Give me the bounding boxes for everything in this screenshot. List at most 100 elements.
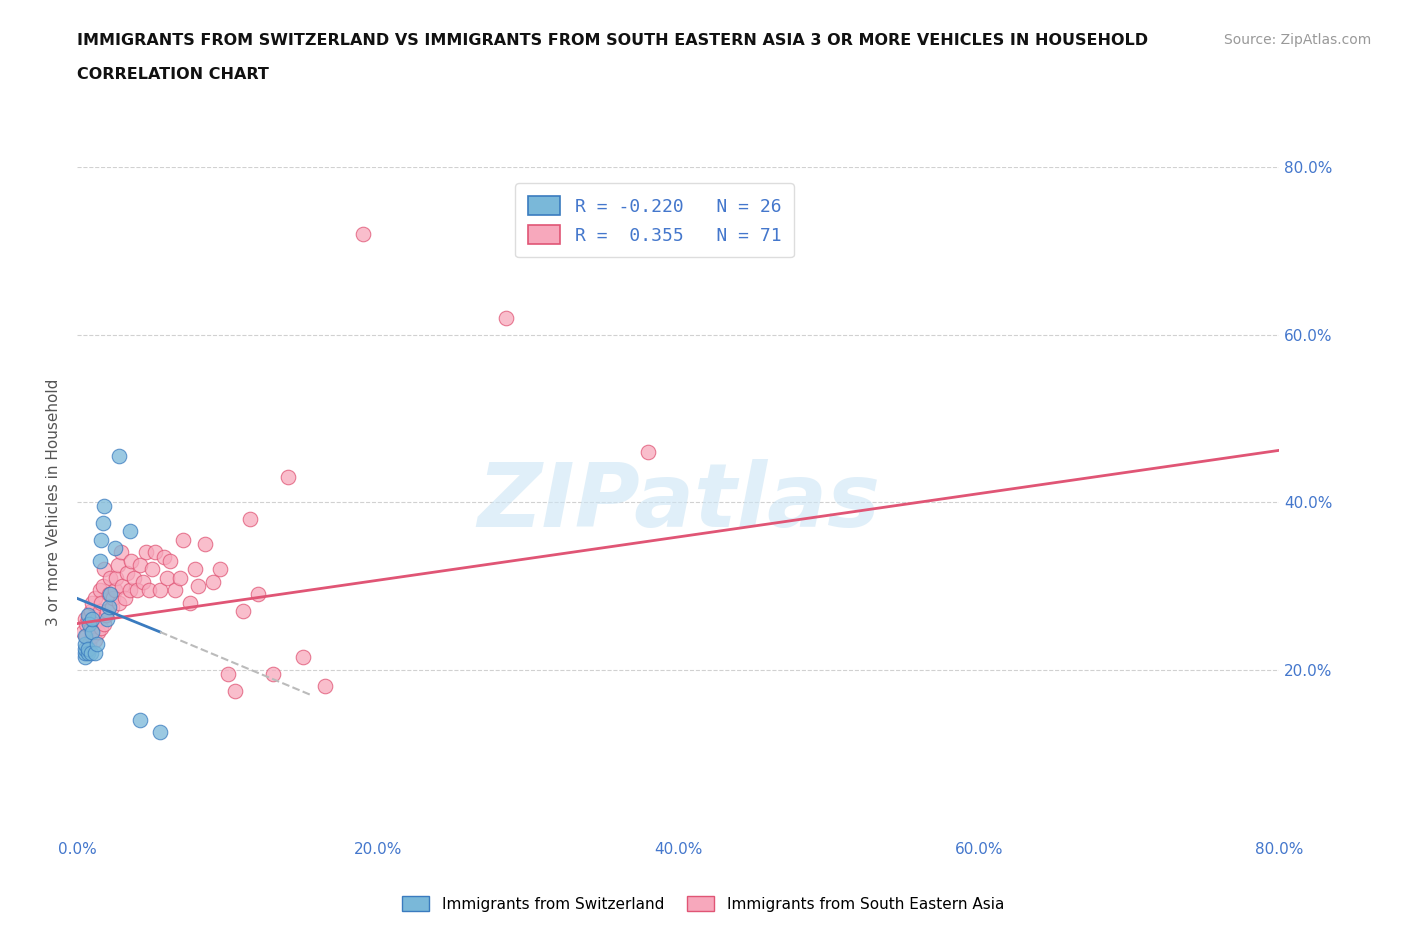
Point [73, 642, 96, 657]
Point [101, 600, 124, 615]
Point [232, 604, 254, 618]
Point [114, 591, 136, 606]
Point [239, 512, 262, 526]
Point [132, 575, 155, 590]
Text: Source: ZipAtlas.com: Source: ZipAtlas.com [1223, 33, 1371, 46]
Point [84, 645, 107, 660]
Point [179, 595, 201, 610]
Point [90, 533, 112, 548]
Point [127, 582, 149, 598]
Point [86, 612, 108, 627]
Text: ZIPatlas: ZIPatlas [477, 458, 880, 546]
Point [163, 582, 186, 598]
Point [159, 553, 181, 568]
Point [100, 587, 122, 602]
Point [82, 625, 104, 640]
Point [76, 642, 98, 657]
Point [97, 600, 120, 615]
Point [84, 591, 107, 606]
Point [224, 684, 246, 698]
Point [105, 570, 128, 585]
Point [82, 595, 104, 610]
Point [194, 537, 217, 551]
Point [89, 553, 111, 568]
Point [183, 562, 205, 577]
Point [91, 516, 114, 531]
Point [96, 604, 118, 618]
Point [73, 637, 96, 652]
Point [129, 558, 152, 573]
Point [156, 570, 179, 585]
Point [262, 667, 284, 682]
Point [135, 545, 157, 560]
Point [124, 570, 146, 585]
Point [75, 617, 97, 631]
Point [217, 667, 239, 682]
Point [93, 617, 115, 631]
Point [93, 562, 115, 577]
Point [187, 578, 209, 593]
Point [103, 591, 125, 606]
Point [108, 595, 131, 610]
Point [93, 499, 115, 514]
Point [87, 625, 110, 640]
Legend: R = -0.220   N = 26, R =  0.355   N = 71: R = -0.220 N = 26, R = 0.355 N = 71 [515, 183, 794, 258]
Point [91, 578, 114, 593]
Point [79, 617, 101, 631]
Point [94, 608, 117, 623]
Point [76, 645, 98, 660]
Point [120, 553, 142, 568]
Point [169, 570, 191, 585]
Legend: Immigrants from Switzerland, Immigrants from South Eastern Asia: Immigrants from Switzerland, Immigrants … [396, 889, 1010, 918]
Point [115, 565, 138, 580]
Point [73, 612, 96, 627]
Y-axis label: 3 or more Vehicles in Household: 3 or more Vehicles in Household [46, 379, 62, 626]
Point [76, 608, 98, 623]
Point [89, 582, 111, 598]
Point [86, 637, 108, 652]
Point [72, 625, 94, 640]
Point [108, 449, 131, 464]
Point [149, 582, 172, 598]
Point [104, 582, 127, 598]
Point [89, 604, 111, 618]
Point [153, 549, 176, 564]
Point [314, 679, 336, 694]
Point [637, 445, 659, 459]
Point [246, 587, 269, 602]
Point [83, 617, 105, 631]
Point [79, 608, 101, 623]
Point [90, 620, 112, 635]
Point [129, 712, 152, 727]
Point [107, 558, 129, 573]
Point [79, 637, 101, 652]
Point [80, 645, 103, 660]
Point [84, 633, 107, 648]
Point [76, 612, 98, 627]
Point [73, 650, 96, 665]
Point [145, 545, 167, 560]
Text: IMMIGRANTS FROM SWITZERLAND VS IMMIGRANTS FROM SOUTH EASTERN ASIA 3 OR MORE VEHI: IMMIGRANTS FROM SWITZERLAND VS IMMIGRANT… [77, 33, 1149, 47]
Text: CORRELATION CHART: CORRELATION CHART [77, 67, 269, 82]
Point [209, 562, 232, 577]
Point [118, 525, 141, 539]
Point [97, 587, 120, 602]
Point [104, 541, 127, 556]
Point [111, 578, 134, 593]
Point [96, 612, 118, 627]
Point [73, 645, 96, 660]
Point [352, 227, 374, 242]
Point [82, 612, 104, 627]
Point [138, 582, 160, 598]
Point [201, 575, 224, 590]
Point [90, 595, 112, 610]
Point [82, 629, 104, 644]
Point [76, 642, 98, 657]
Point [118, 582, 141, 598]
Point [291, 650, 314, 665]
Point [141, 562, 163, 577]
Point [495, 311, 517, 325]
Point [80, 604, 103, 618]
Point [172, 533, 194, 548]
Point [149, 725, 172, 740]
